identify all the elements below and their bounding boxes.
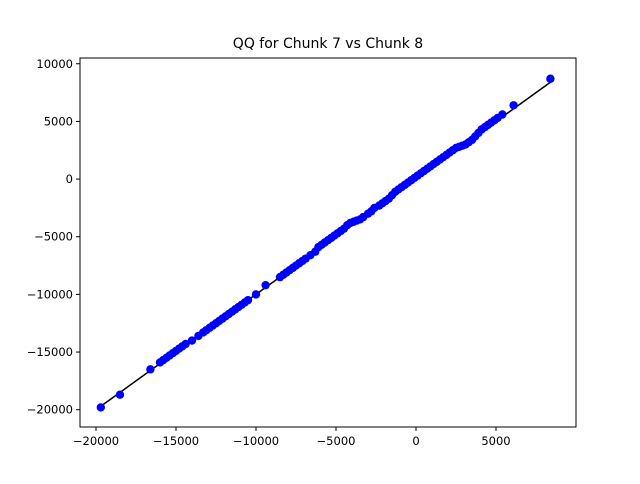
data-point [115, 390, 125, 399]
data-point [498, 110, 507, 119]
data-point [261, 280, 270, 290]
plot-area [96, 74, 555, 412]
y-tick-label: 10000 [36, 57, 73, 71]
y-tick-label: −20000 [27, 403, 73, 417]
y-axis: −20000 −15000 −10000 −5000 0 5000 10000 [27, 57, 80, 417]
x-tick-label: 5000 [481, 434, 510, 448]
y-tick-label: 0 [66, 172, 73, 186]
data-point [243, 295, 253, 305]
x-tick-label: −5000 [317, 434, 356, 448]
y-tick-label: −5000 [34, 230, 73, 244]
data-point [546, 74, 555, 83]
data-point [96, 403, 106, 412]
y-tick-label: −15000 [27, 345, 73, 359]
x-tick-label: −15000 [153, 434, 199, 448]
y-tick-label: −10000 [27, 287, 73, 301]
x-tick-label: −20000 [73, 434, 119, 448]
y-tick-label: 5000 [44, 114, 73, 128]
axes-frame [79, 57, 577, 428]
data-point [146, 365, 155, 374]
x-tick-label: 0 [412, 434, 419, 448]
x-tick-label: −10000 [233, 434, 279, 448]
data-point [187, 336, 197, 345]
data-point [509, 101, 518, 110]
data-point [181, 339, 190, 349]
chart-title: QQ for Chunk 7 vs Chunk 8 [233, 36, 423, 52]
data-point [251, 290, 261, 299]
x-axis: −20000 −15000 −10000 −5000 0 5000 [73, 427, 511, 448]
